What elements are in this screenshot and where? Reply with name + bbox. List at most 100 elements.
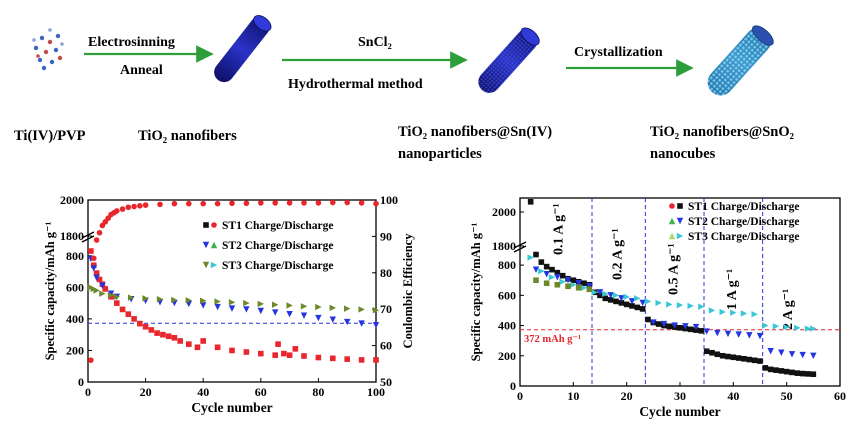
y-tick-label: 1800: [60, 229, 84, 243]
x-tick-label: 10: [567, 389, 579, 403]
y-tick-label: 600: [66, 280, 84, 294]
data-point: [229, 200, 235, 207]
data-point: [142, 323, 149, 330]
data-point: [272, 352, 278, 358]
y2-tick-label: 100: [380, 193, 398, 207]
data-point: [119, 206, 126, 212]
data-point: [634, 304, 641, 311]
arrow-2-top-label: SnCl₂: [358, 35, 392, 50]
y-tick-label: 800: [498, 258, 516, 272]
data-point: [559, 272, 566, 279]
data-point: [88, 248, 94, 254]
data-point: [214, 200, 221, 207]
legend-marker: [210, 241, 218, 249]
data-point: [682, 323, 689, 330]
data-point: [629, 303, 635, 309]
data-point: [756, 332, 764, 340]
data-point: [186, 200, 192, 207]
data-point: [778, 368, 785, 374]
legend-marker: [202, 261, 210, 269]
rate-label: 1 A g⁻¹: [725, 269, 740, 310]
data-point: [671, 322, 678, 329]
axis-break: [513, 245, 527, 253]
arrow-1-bottom-label: Anneal: [120, 63, 163, 78]
series-st2-charge-discharge: [532, 266, 817, 359]
data-point: [687, 326, 694, 333]
data-point: [214, 298, 221, 305]
label-sno2-line1: TiO₂ nanofibers@SnO₂: [650, 124, 794, 140]
data-point: [698, 328, 705, 334]
y-tick-label: 200: [66, 343, 84, 357]
legend-marker: [668, 232, 676, 240]
data-point: [113, 293, 120, 300]
y2-tick-label: 90: [380, 229, 392, 243]
data-point: [719, 308, 726, 316]
data-point: [543, 263, 550, 270]
data-point: [243, 299, 250, 307]
x-tick-label: 40: [727, 389, 739, 403]
y-tick-label: 800: [66, 249, 84, 263]
legend-marker: [202, 241, 210, 249]
data-point: [730, 309, 737, 316]
legend-marker: [211, 222, 217, 228]
data-point: [762, 365, 769, 371]
data-point: [243, 306, 250, 313]
chart-left-cycling: 0 20 40 60 80 100 0 200 400 600 800 1800 2000 50 60 70 8…: [43, 193, 415, 415]
data-point: [330, 355, 336, 362]
data-point: [119, 306, 126, 313]
plot-frame: [87, 199, 377, 383]
data-point: [575, 280, 582, 287]
data-point: [741, 356, 747, 362]
data-point: [301, 200, 307, 206]
data-point: [554, 281, 561, 288]
data-point: [185, 297, 192, 304]
data-point: [99, 282, 106, 289]
data-point: [214, 344, 221, 351]
data-point: [286, 352, 293, 358]
data-point: [214, 303, 221, 311]
data-point: [257, 300, 264, 308]
data-point: [93, 287, 100, 294]
x-tick-label: 80: [312, 385, 324, 399]
data-point: [602, 295, 609, 302]
data-point: [533, 277, 539, 284]
precursor-molecules-icon: [32, 28, 64, 71]
data-point: [137, 320, 143, 327]
legend: ST1 Charge/Discharge ST2 Charge/Discharge…: [202, 220, 333, 272]
data-point: [623, 301, 630, 308]
y-axis-label: Specific capacity/mAh g⁻¹: [469, 222, 483, 361]
data-point: [655, 299, 662, 307]
data-point: [128, 294, 135, 301]
data-point: [703, 328, 710, 335]
data-point: [618, 295, 625, 302]
data-point: [618, 300, 625, 306]
data-point: [714, 351, 721, 358]
axis-break: [81, 235, 95, 243]
data-point: [88, 357, 94, 363]
data-point: [533, 251, 539, 258]
data-point: [735, 331, 742, 338]
y-axis-label: Specific capacity/mAh g⁻¹: [43, 221, 57, 360]
data-point: [783, 323, 790, 331]
data-point: [93, 237, 100, 243]
arrow-3-top-label: Crystallization: [574, 45, 663, 60]
nanofiber-sn-particles-icon: [478, 27, 540, 93]
data-point: [107, 292, 115, 299]
data-point: [93, 270, 100, 276]
data-point: [666, 301, 673, 308]
data-point: [329, 304, 336, 312]
data-point: [258, 200, 264, 206]
data-point: [373, 200, 379, 207]
legend-marker: [676, 217, 684, 225]
data-point: [687, 302, 694, 310]
data-point: [157, 201, 163, 208]
data-point: [373, 357, 379, 363]
legend-marker: [668, 217, 676, 225]
y2-tick-label: 50: [380, 375, 392, 389]
legend-label: ST2 Charge/Discharge: [688, 216, 799, 228]
data-point: [142, 202, 149, 208]
data-point: [639, 306, 646, 312]
data-point: [773, 367, 779, 373]
data-point: [634, 295, 641, 302]
x-tick-label: 60: [255, 385, 267, 399]
